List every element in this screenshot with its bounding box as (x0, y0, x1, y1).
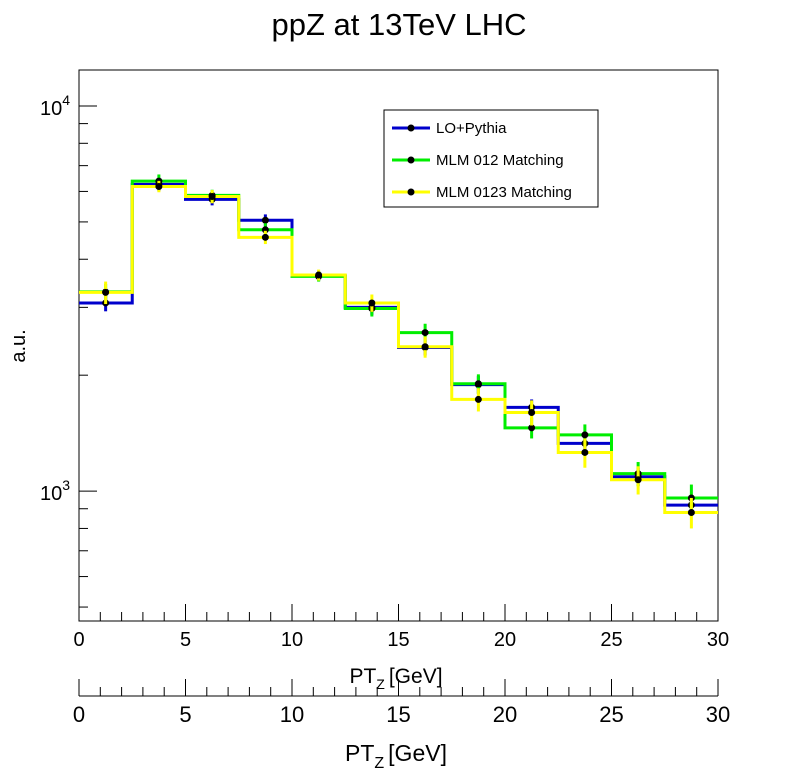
data-point (581, 431, 589, 439)
x-axis-label: PTZ [GeV] (349, 665, 442, 692)
axis-layer: 0 0 5 5 10 10 15 15 20 20 25 25 30 30 103 104 (40, 92, 730, 727)
data-point (155, 182, 163, 190)
y-axis-label: a.u. (8, 329, 30, 362)
data-point (581, 448, 589, 456)
data-point (528, 424, 536, 432)
secondary-x-tick-label: 10 (280, 702, 304, 727)
data-point (687, 508, 695, 516)
data-point (315, 271, 323, 279)
legend-marker (407, 156, 415, 164)
secondary-x-tick-label: 0 (73, 702, 85, 727)
y-tick-label: 104 (40, 92, 70, 120)
data-point (261, 233, 269, 241)
x-tick-label: 5 (180, 629, 191, 651)
data-point (102, 288, 110, 296)
data-point (261, 226, 269, 234)
data-point (474, 380, 482, 388)
data-point (261, 216, 269, 224)
x-tick-label: 20 (494, 629, 516, 651)
secondary-x-tick-label: 25 (599, 702, 623, 727)
data-point (368, 299, 376, 307)
x-tick-label: 0 (73, 629, 84, 651)
secondary-x-tick-label: 20 (493, 702, 517, 727)
legend-marker (407, 124, 415, 132)
x-tick-label: 25 (600, 629, 622, 651)
legend-marker (407, 188, 415, 196)
x-tick-label: 10 (281, 629, 303, 651)
data-point (421, 343, 429, 351)
chart-title: ppZ at 13TeV LHC (271, 7, 526, 42)
legend-label-1: LO+Pythia (436, 120, 507, 137)
legend-label-3: MLM 0123 Matching (436, 184, 572, 201)
secondary-x-tick-label: 30 (706, 702, 730, 727)
legend: LO+Pythia MLM 012 Matching MLM 0123 Matchi… (383, 109, 599, 208)
y-tick-label: 103 (40, 477, 70, 505)
x-tick-label: 30 (707, 629, 729, 651)
secondary-x-axis-label: PTZ [GeV] (345, 740, 447, 772)
data-point (528, 409, 536, 417)
secondary-x-tick-label: 15 (386, 702, 410, 727)
histogram-layer (79, 179, 718, 514)
secondary-x-tick-label: 5 (179, 702, 191, 727)
data-point (208, 193, 216, 201)
x-tick-label: 15 (387, 629, 409, 651)
histogram-series-3 (79, 184, 718, 514)
legend-label-2: MLM 012 Matching (436, 152, 564, 169)
error-bar-layer (102, 174, 695, 529)
data-point (634, 476, 642, 484)
data-point (421, 329, 429, 337)
data-point (474, 395, 482, 403)
